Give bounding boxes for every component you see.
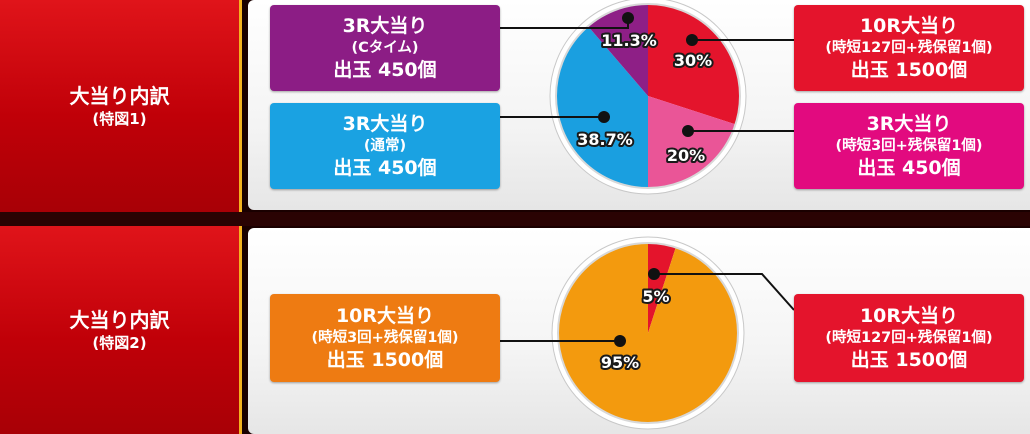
- label-line2: (通常): [363, 138, 407, 154]
- pie-chart-tokuzu1: 30% 20% 38.7% 11.3%: [500, 0, 794, 195]
- label-line1: 10R大当り: [859, 15, 959, 37]
- pie-slice: [556, 26, 648, 189]
- pie-chart-tokuzu2: 5% 95%: [500, 236, 795, 430]
- pie-slice: [648, 96, 736, 188]
- label-line1: 10R大当り: [859, 305, 959, 327]
- label-line1: 3R大当り: [342, 15, 428, 37]
- pie-slice: [558, 243, 738, 423]
- leader-line: [654, 273, 795, 311]
- section-label-tokuzu1: 大当り内訳 (特図1): [0, 0, 242, 212]
- slice-percent-label: 30%: [674, 51, 712, 70]
- label-line3: 出玉 450個: [333, 157, 437, 179]
- chart-panel-tokuzu2: 5% 95% 10R大当り (時短3回+残保留1個) 出玉 1500個 10R大当…: [248, 228, 1030, 434]
- slice-percent-label: 38.7%: [577, 130, 633, 149]
- slice-percent-label: 95%: [601, 353, 639, 372]
- label-box-jitan3: 3R大当り (時短3回+残保留1個) 出玉 450個: [794, 103, 1024, 189]
- label-box-jitan127-10r: 10R大当り (時短127回+残保留1個) 出玉 1500個: [794, 294, 1024, 382]
- leader-dot: [622, 12, 634, 24]
- pie-slice: [648, 243, 676, 333]
- label-box-cjime: 3R大当り (Cタイム) 出玉 450個: [270, 5, 500, 91]
- slice-percent-label: 5%: [642, 287, 669, 306]
- label-line2: (Cタイム): [351, 40, 419, 56]
- leader-dot: [686, 34, 698, 46]
- slice-percent-label: 20%: [667, 146, 705, 165]
- label-line1: 3R大当り: [866, 113, 952, 135]
- section-label-tokuzu2: 大当り内訳 (特図2): [0, 226, 242, 434]
- label-line1: 10R大当り: [335, 305, 435, 327]
- label-line2: (時短127回+残保留1個): [825, 330, 993, 346]
- section-subtitle: (特図1): [92, 110, 147, 128]
- section-divider: [0, 212, 1030, 226]
- label-line2: (時短3回+残保留1個): [311, 330, 459, 346]
- label-line2: (時短3回+残保留1個): [835, 138, 983, 154]
- label-line1: 3R大当り: [342, 113, 428, 135]
- label-line3: 出玉 1500個: [850, 59, 968, 81]
- label-box-10r: 10R大当り (時短127回+残保留1個) 出玉 1500個: [794, 5, 1024, 91]
- pie-outline: [555, 3, 741, 189]
- leader-dot: [598, 111, 610, 123]
- label-line3: 出玉 450個: [857, 157, 961, 179]
- pie-slice: [648, 4, 740, 125]
- leader-dot: [682, 125, 694, 137]
- slice-percent-label: 11.3%: [601, 31, 657, 50]
- leader-dot: [614, 335, 626, 347]
- label-box-normal: 3R大当り (通常) 出玉 450個: [270, 103, 500, 189]
- pie-outline: [557, 242, 739, 424]
- leader-dot: [648, 268, 660, 280]
- label-line2: (時短127回+残保留1個): [825, 40, 993, 56]
- label-box-jitan3-10r: 10R大当り (時短3回+残保留1個) 出玉 1500個: [270, 294, 500, 382]
- label-line3: 出玉 1500個: [850, 349, 968, 371]
- label-line3: 出玉 450個: [333, 59, 437, 81]
- label-line3: 出玉 1500個: [326, 349, 444, 371]
- section-subtitle: (特図2): [92, 334, 147, 352]
- section-title: 大当り内訳: [69, 308, 170, 332]
- section-title: 大当り内訳: [69, 84, 170, 108]
- chart-panel-tokuzu1: 30% 20% 38.7% 11.3% 3R大当り (Cタイム) 出玉 450個 3R…: [248, 0, 1030, 210]
